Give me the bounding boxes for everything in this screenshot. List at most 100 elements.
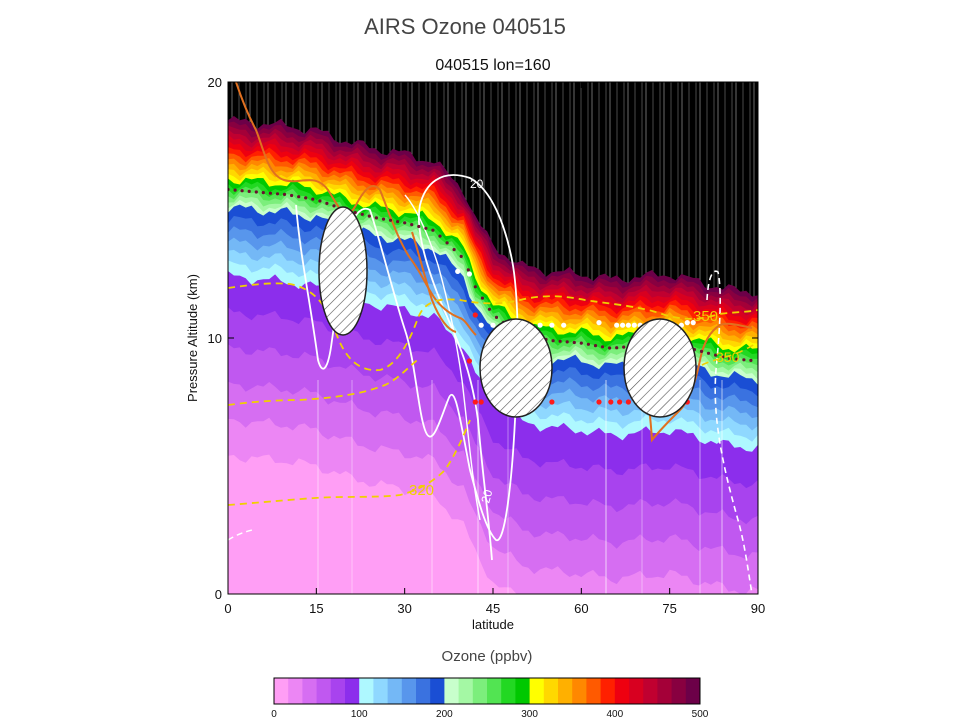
tropopause-marker: [388, 218, 393, 222]
chart-title: AIRS Ozone 040515: [364, 14, 566, 39]
y-axis-label: Pressure Altitude (km): [185, 274, 200, 402]
tropopause-marker: [721, 355, 725, 359]
tropopause-marker: [699, 349, 704, 353]
white-marker: [549, 322, 555, 328]
colorbar-swatch: [657, 678, 673, 704]
tropopause-marker: [233, 188, 237, 192]
colorbar-swatch: [586, 678, 602, 704]
colorbar-swatch: [345, 678, 360, 704]
tropopause-marker: [374, 216, 378, 220]
red-marker: [478, 399, 484, 405]
tropopause-marker: [487, 307, 492, 311]
tropopause-marker: [445, 241, 449, 245]
tropopause-marker: [261, 191, 265, 195]
white-marker: [684, 320, 690, 326]
colorbar: [273, 677, 701, 705]
colorbar-swatch: [529, 678, 545, 704]
tropopause-marker: [396, 220, 400, 224]
tropopause-marker: [466, 268, 470, 272]
tropopause-marker: [282, 192, 287, 196]
white-dashed-contour: [228, 529, 253, 541]
contour-label-350: 350: [716, 349, 740, 365]
colorbar-swatch: [685, 678, 701, 704]
colorbar-swatch: [671, 678, 687, 704]
white-contour-line: [404, 194, 481, 521]
axis-ticks: [227, 81, 759, 595]
tropopause-marker: [706, 351, 711, 355]
colorbar-swatch: [444, 678, 460, 704]
x-tick-label: 15: [309, 601, 323, 616]
tropopause-marker: [600, 345, 605, 349]
tropopause-marker: [311, 197, 315, 201]
red-marker: [466, 358, 472, 364]
colorbar-tick-label: 0: [271, 709, 277, 720]
white-marker: [455, 268, 461, 274]
colorbar-swatch: [302, 678, 318, 704]
tropopause-marker: [593, 344, 598, 348]
contour-label-320: 320: [409, 482, 434, 499]
white-dashed-contour: [706, 270, 753, 594]
colorbar-swatch: [416, 678, 431, 704]
tropopause-marker: [417, 224, 421, 229]
yellow-dashed-contour: [228, 419, 471, 506]
colorbar-swatch: [643, 678, 658, 704]
tropopause-marker: [551, 339, 555, 343]
contour-label-20: 20: [470, 177, 484, 191]
red-marker: [596, 399, 602, 405]
tropopause-marker: [403, 221, 407, 225]
y-tick-label: 20: [208, 75, 222, 90]
red-marker: [625, 399, 632, 405]
white-marker: [478, 322, 484, 328]
colorbar-swatch: [387, 678, 403, 704]
white-marker: [614, 322, 620, 328]
colorbar-swatch: [515, 678, 531, 704]
tropopause-marker: [622, 345, 626, 349]
tropopause-marker: [254, 190, 258, 194]
tropopause-marker: [247, 189, 251, 193]
red-marker: [472, 399, 478, 405]
tropopause-marker: [494, 315, 499, 319]
tropopause-marker: [431, 228, 435, 232]
red-marker: [617, 399, 623, 405]
white-marker: [537, 322, 543, 328]
hatched-ellipse: [318, 206, 368, 336]
tropopause-marker: [749, 358, 753, 362]
tropopause-marker: [438, 234, 442, 238]
tropopause-marker: [572, 340, 576, 345]
tropopause-marker: [332, 204, 336, 208]
tropopause-marker: [424, 226, 428, 230]
white-marker: [690, 320, 696, 326]
colorbar-tick-label: 400: [606, 709, 623, 720]
orange-contour-line: [235, 82, 477, 336]
colorbar-swatch: [629, 678, 644, 704]
tropopause-marker: [268, 191, 272, 195]
tropopause-marker: [381, 217, 386, 221]
tropopause-marker: [410, 223, 414, 227]
contour-label-350: 350: [693, 308, 718, 325]
x-tick-label: 75: [662, 601, 676, 616]
colorbar-swatch: [543, 678, 559, 704]
tropopause-marker: [325, 201, 329, 205]
x-axis-label: latitude: [472, 617, 514, 632]
tropopause-marker: [240, 189, 244, 193]
plot-subtitle: 040515 lon=160: [435, 57, 551, 74]
tropopause-marker: [565, 340, 569, 344]
hatched-ellipse: [623, 318, 697, 418]
yellow-dashed-contour: [228, 357, 421, 406]
orange-contour-line: [411, 231, 457, 333]
colorbar-swatch: [572, 678, 587, 704]
tropopause-marker: [290, 193, 294, 198]
tropopause-marker: [480, 296, 484, 300]
colorbar-swatch: [373, 678, 389, 704]
colorbar-tick-label: 500: [692, 709, 709, 720]
colorbar-swatch: [472, 678, 488, 704]
ozone-band: [228, 454, 758, 594]
tropopause-marker: [586, 342, 591, 346]
colorbar-tick-label: 200: [436, 709, 453, 720]
tropopause-marker: [459, 254, 463, 258]
tropopause-marker: [318, 199, 322, 203]
red-marker: [549, 399, 555, 405]
white-marker: [631, 322, 637, 328]
yellow-dashed-contour: [701, 341, 758, 366]
colorbar-swatch: [330, 678, 346, 704]
